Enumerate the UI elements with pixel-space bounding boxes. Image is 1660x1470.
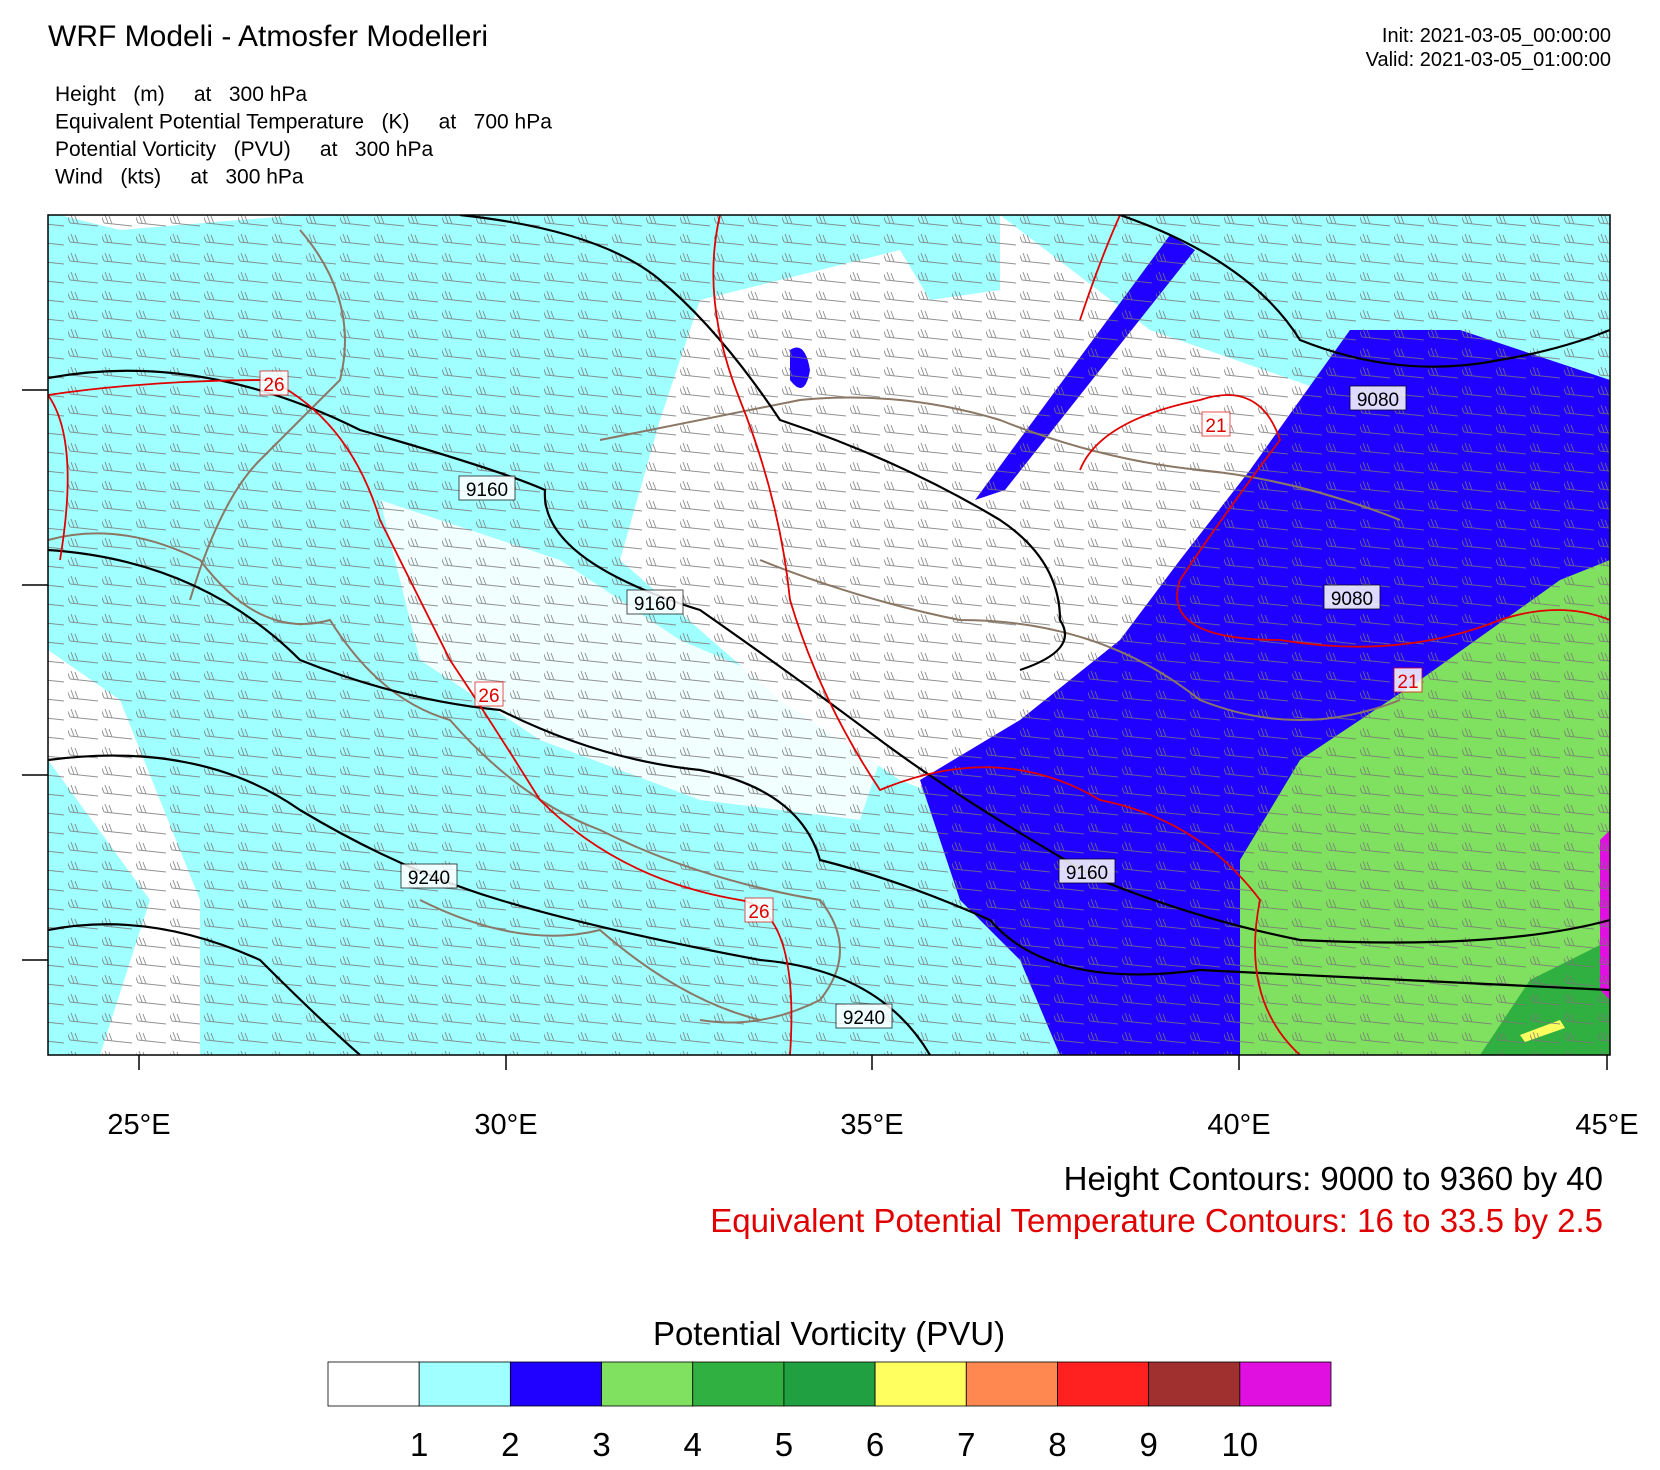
theta-label-box — [1201, 411, 1231, 437]
theta-label: 21 — [1397, 672, 1418, 693]
init-time: Init: 2021-03-05_00:00:00 — [1382, 25, 1611, 47]
colorbar-box — [692, 1361, 785, 1407]
colorbar-box — [509, 1361, 602, 1407]
colorbar-tick-label: 8 — [1048, 1426, 1066, 1463]
colorbar-box — [1148, 1361, 1241, 1407]
height-label: 9080 — [1331, 589, 1373, 610]
colorbar-tick-label: 4 — [684, 1426, 702, 1463]
theta-label: 21 — [1205, 416, 1226, 437]
height-label-box — [1323, 584, 1381, 610]
x-tick-label: 35°E — [840, 1109, 903, 1141]
colorbar-box — [965, 1361, 1058, 1407]
height-label: 9160 — [1066, 863, 1108, 884]
height-label: 9240 — [843, 1008, 885, 1029]
x-tick-label: 45°E — [1575, 1109, 1638, 1141]
map: 9160 9160 9240 9240 9160 9080 9080 26 26 26 21 21 — [48, 215, 1610, 1055]
theta-label-box — [474, 681, 504, 707]
colorbar-box — [874, 1361, 967, 1407]
height-contours — [48, 215, 1610, 1055]
x-tick-label: 30°E — [474, 1109, 537, 1141]
x-tick-label: 40°E — [1207, 1109, 1270, 1141]
height-label: 9240 — [408, 868, 450, 889]
height-label-box — [626, 589, 684, 615]
colorbar-tick-label: 10 — [1221, 1426, 1258, 1463]
height-label-box — [400, 863, 458, 889]
colorbar-title: Potential Vorticity (PVU) — [653, 1315, 1005, 1352]
colorbar-box — [418, 1361, 511, 1407]
field-line: Height (m) at 300 hPa — [55, 83, 307, 106]
colorbar: 1 2 3 4 5 6 7 8 9 10 — [327, 1361, 1332, 1463]
colorbar-tick-label: 7 — [957, 1426, 975, 1463]
contour-labels: 9160 9160 9240 9240 9160 9080 9080 26 26 26 21 21 — [259, 370, 1423, 1029]
colorbar-tick-label: 5 — [775, 1426, 793, 1463]
theta-note: Equivalent Potential Temperature Contour… — [710, 1202, 1603, 1239]
theta-label: 26 — [478, 686, 499, 707]
valid-time: Valid: 2021-03-05_01:00:00 — [1366, 49, 1611, 71]
x-tick-label: 25°E — [107, 1109, 170, 1141]
height-label-box — [835, 1003, 893, 1029]
height-label: 9160 — [466, 480, 508, 501]
title: WRF Modeli - Atmosfer Modelleri — [48, 20, 488, 53]
colorbar-tick-label: 9 — [1139, 1426, 1157, 1463]
map-frame — [47, 214, 1611, 1056]
theta-label: 26 — [263, 375, 284, 396]
height-label-box — [1058, 858, 1116, 884]
borders — [48, 229, 1401, 1024]
colorbar-box — [601, 1361, 694, 1407]
wind-barbs — [48, 215, 1610, 1055]
field-line: Wind (kts) at 300 hPa — [55, 166, 304, 189]
height-label-box — [1349, 385, 1407, 411]
height-label: 9080 — [1357, 390, 1399, 411]
theta-label-box — [259, 370, 289, 396]
colorbar-box — [327, 1361, 420, 1407]
colorbar-box — [1239, 1361, 1332, 1407]
height-note: Height Contours: 9000 to 9360 by 40 — [1064, 1160, 1603, 1197]
x-axis: 25°E 30°E 35°E 40°E 45°E — [22, 389, 1639, 1141]
colorbar-tick-label: 1 — [410, 1426, 428, 1463]
theta-label: 26 — [748, 902, 769, 923]
theta-contours — [48, 215, 1610, 1055]
field-line: Equivalent Potential Temperature (K) at … — [55, 111, 552, 134]
colorbar-box — [1057, 1361, 1150, 1407]
theta-label-box — [744, 897, 774, 923]
colorbar-tick-label: 2 — [501, 1426, 519, 1463]
colorbar-tick-label: 3 — [592, 1426, 610, 1463]
height-label: 9160 — [634, 594, 676, 615]
field-line: Potential Vorticity (PVU) at 300 hPa — [55, 138, 433, 161]
theta-label-box — [1393, 667, 1423, 693]
colorbar-box — [783, 1361, 876, 1407]
field-list: Height (m) at 300 hPa Equivalent Potentia… — [55, 83, 552, 189]
colorbar-tick-label: 6 — [866, 1426, 884, 1463]
height-label-box — [458, 475, 516, 501]
